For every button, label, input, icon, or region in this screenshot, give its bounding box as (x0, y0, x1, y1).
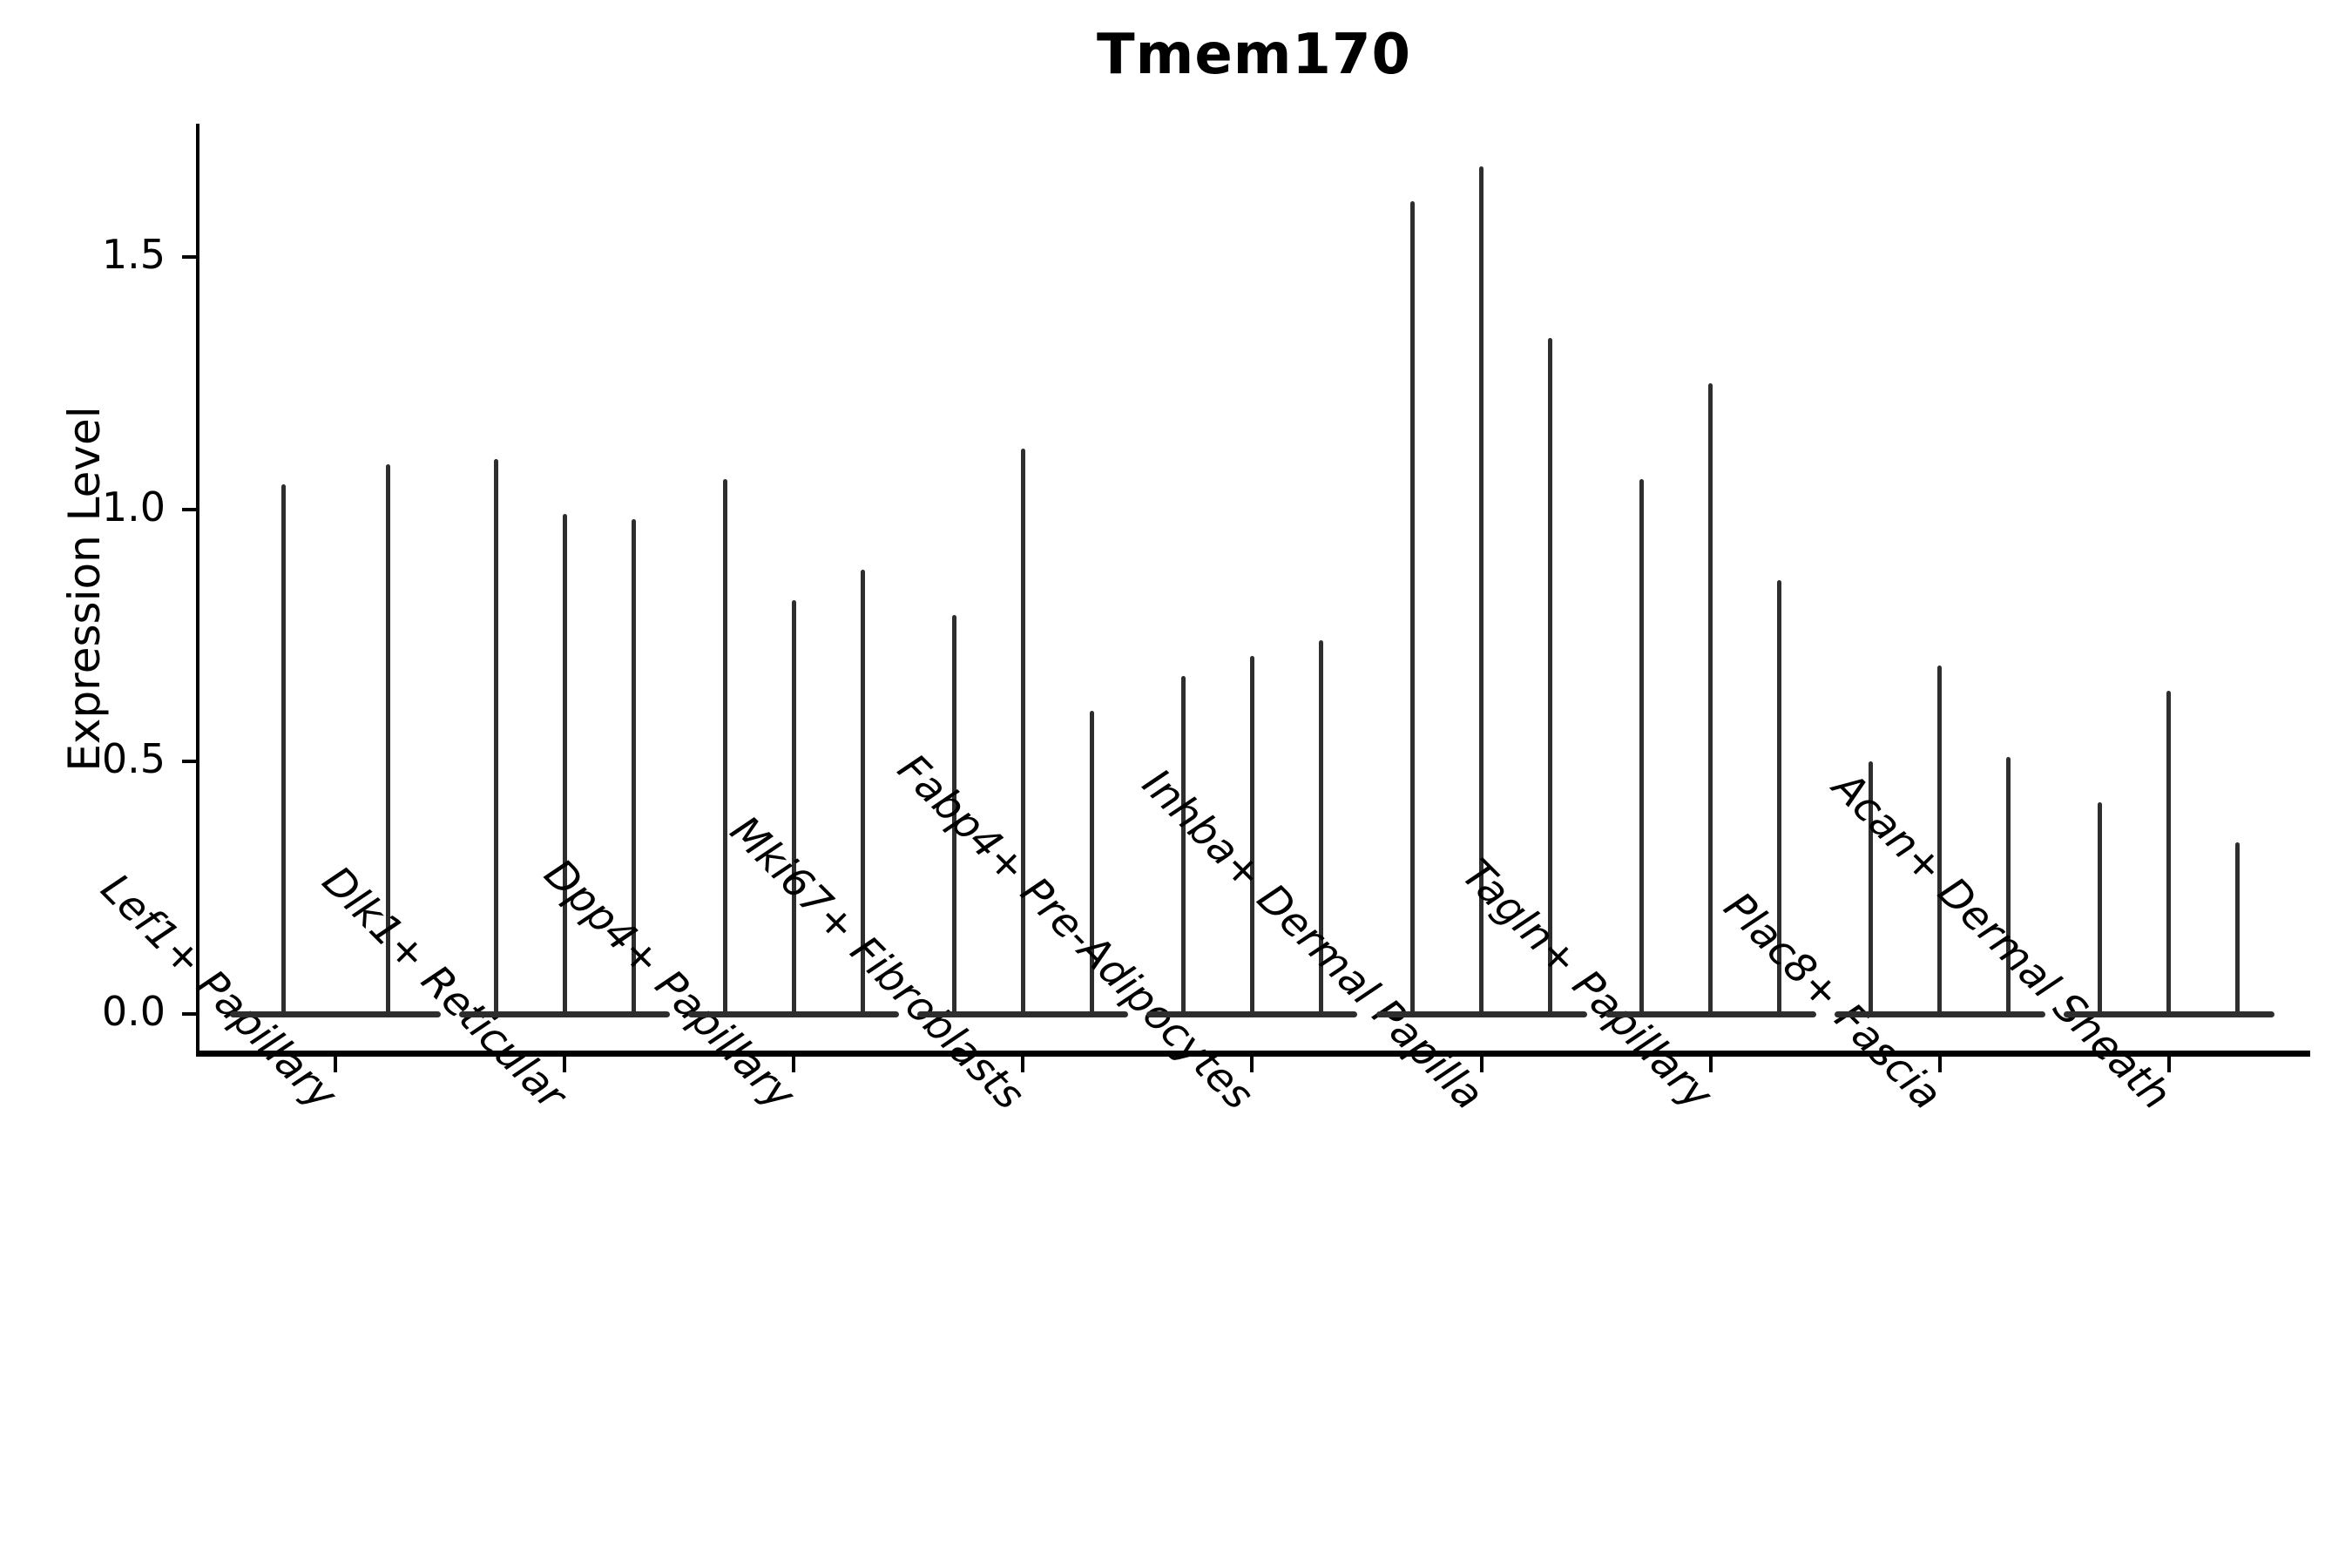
violin-spike (1180, 675, 1186, 1016)
y-tick-label: 1.5 (101, 231, 166, 279)
violin-baseline (230, 1011, 441, 1017)
x-tick-label: Fabp4+ Pre-Adipocytes (889, 745, 1263, 1119)
x-tick (563, 1057, 567, 1072)
violin-spike (1249, 655, 1254, 1016)
violin-spike (1410, 201, 1415, 1016)
x-tick-label: Dpp4+ Papillary (535, 849, 805, 1119)
y-tick (182, 1012, 196, 1016)
violin-spike (2006, 756, 2011, 1016)
x-tick-label: Dlk1+ Reticular (313, 856, 576, 1119)
violin-spike (2166, 691, 2172, 1016)
y-tick (182, 507, 196, 511)
x-tick (792, 1057, 796, 1072)
x-tick-label: Acan+ Dermal Sheath (1822, 762, 2180, 1119)
violin-spike (1869, 761, 1874, 1016)
violin-spike (791, 599, 796, 1016)
violin-spike (1708, 382, 1713, 1016)
y-tick (182, 255, 196, 260)
y-tick-label: 0.0 (101, 988, 166, 1035)
x-tick-label: Plac8+ Fascia (1713, 882, 1950, 1119)
violin-spike (1639, 478, 1645, 1016)
violin-spike (493, 458, 498, 1016)
y-axis-spine (196, 124, 199, 1057)
x-tick-label: Inhba+ Dermal Papilla (1132, 760, 1492, 1119)
violin-spike (2235, 842, 2240, 1016)
violin-spike (562, 514, 567, 1016)
y-tick-label: 0.5 (101, 735, 166, 783)
violin-spike (2098, 801, 2103, 1016)
x-tick (1479, 1057, 1484, 1072)
x-tick (1250, 1057, 1254, 1072)
x-tick (2166, 1057, 2171, 1072)
x-tick (1021, 1057, 1025, 1072)
violin-spike (1548, 337, 1552, 1016)
y-tick (182, 760, 196, 764)
violin-spike (1479, 166, 1484, 1016)
y-tick-label: 1.0 (101, 483, 166, 531)
violin-spike (722, 478, 727, 1016)
x-tick-label: Mki67+ Fibroblasts (720, 807, 1034, 1119)
violin-spike (385, 463, 390, 1016)
violin-spike (631, 519, 636, 1016)
violin-spike (1777, 579, 1782, 1016)
violin-spike (1318, 640, 1323, 1016)
x-tick (1708, 1057, 1713, 1072)
violin-spike (280, 483, 286, 1016)
x-axis-spine (196, 1051, 2310, 1057)
violin-spike (1937, 666, 1943, 1016)
x-tick-label: Tagln+ Papillary (1451, 849, 1721, 1119)
violin-spike (860, 570, 865, 1016)
x-tick (334, 1057, 337, 1072)
chart-title: Tmem170 (1096, 23, 1412, 87)
x-tick (1937, 1057, 1942, 1072)
violin-spike (1089, 711, 1094, 1016)
violin-spike (951, 615, 956, 1016)
violin-spike (1020, 449, 1025, 1016)
